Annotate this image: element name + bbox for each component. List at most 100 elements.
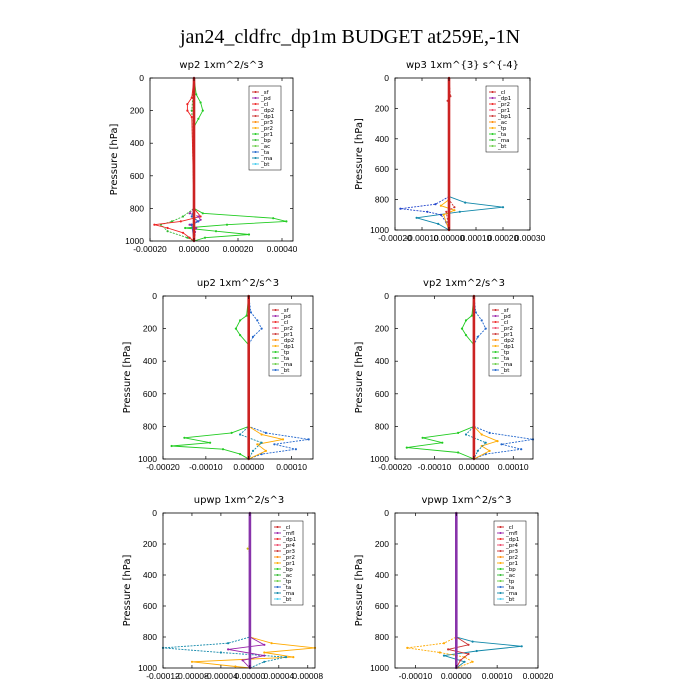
series-point — [234, 665, 237, 668]
x-tick-label: 0.00020 — [523, 671, 554, 681]
x-tick-label: -0.00010 — [189, 462, 223, 472]
x-tick-label: -0.00020 — [378, 233, 412, 243]
series-point — [225, 223, 229, 226]
legend-marker — [254, 121, 257, 123]
panel-6: vpwp 1xm^2/s^3 Pressure [hPa] 0 200 400 600 80… — [354, 495, 554, 681]
legend-marker — [276, 598, 279, 600]
panel-title: wp3 1xm^{3} s^{-4} — [406, 60, 519, 71]
series-point — [415, 216, 418, 219]
legend-marker — [276, 580, 279, 582]
y-tick-label: 800 — [375, 421, 389, 431]
series-point — [474, 311, 477, 314]
x-tick-label: 0.00000 — [434, 233, 465, 243]
x-tick-label: 0.00000 — [458, 462, 489, 472]
series-point — [281, 438, 285, 441]
series-point — [434, 203, 437, 206]
series-point — [438, 651, 441, 654]
y-tick-label: 200 — [143, 539, 157, 549]
panel-2: wp3 1xm^{3} s^{-4} Pressure [hPa] 0 200 400 6… — [354, 60, 546, 243]
series-point — [464, 319, 468, 322]
legend-marker — [499, 580, 502, 582]
legend-marker — [499, 556, 502, 558]
x-tick-label: -0.00004 — [204, 671, 238, 681]
legend-marker — [276, 568, 279, 570]
x-tick-label: 0.00000 — [441, 671, 472, 681]
series-point — [405, 446, 408, 449]
series-point — [230, 431, 233, 434]
series-point — [227, 642, 230, 645]
series-point — [488, 431, 491, 434]
plot-frame — [162, 512, 316, 669]
legend-entry: _dp1 — [505, 537, 519, 543]
legend-entry: _pr1 — [497, 108, 510, 114]
x-tick-label: -0.00020 — [146, 462, 180, 472]
legend-entry: _dp1 — [500, 344, 514, 350]
series-point — [463, 660, 466, 663]
series-point — [480, 433, 483, 436]
legend-entry: _pr1 — [260, 132, 273, 138]
series-point — [227, 648, 230, 651]
legend-entry: _ma — [260, 156, 272, 162]
legend-marker — [274, 357, 277, 359]
legend-marker — [276, 562, 279, 564]
series-point — [245, 314, 248, 317]
legend-entry: _pr1 — [505, 561, 518, 567]
x-tick-label: -0.00010 — [405, 233, 439, 243]
series-point — [453, 209, 456, 212]
y-tick-label: 0 — [152, 508, 157, 518]
series-point — [264, 431, 267, 434]
legend-marker — [494, 327, 497, 329]
legend-entry: _pr3 — [505, 549, 519, 555]
series-point — [471, 640, 474, 643]
series-line-tp — [400, 78, 450, 231]
legend-entry: _cl — [497, 90, 506, 96]
legend-entry: _tp — [500, 350, 510, 356]
legend-marker — [494, 369, 497, 371]
x-tick-label: 0.00040 — [267, 244, 298, 254]
series-point — [442, 654, 446, 657]
legend-entry: _ma — [282, 591, 294, 597]
legend-entry: _bp — [260, 138, 271, 144]
legend-marker — [274, 363, 277, 365]
x-tick-label: -0.00010 — [418, 462, 452, 472]
series-point — [464, 334, 468, 337]
y-tick-label: 600 — [375, 389, 389, 399]
y-tick-label: 0 — [384, 508, 389, 518]
series-point — [270, 642, 273, 645]
panel-title: up2 1xm^2/s^3 — [197, 278, 279, 289]
legend-entry: _mfl — [282, 531, 295, 537]
y-axis-label: Pressure [hPa] — [354, 118, 365, 190]
panel-title: upwp 1xm^2/s^3 — [194, 495, 284, 506]
legend-marker — [494, 357, 497, 359]
series-point — [484, 327, 487, 330]
series-point — [251, 449, 255, 452]
series-point — [273, 443, 276, 446]
x-tick-label: -0.00008 — [175, 671, 209, 681]
legend: _cl_dp1_pr2_pr1_bp1_ac_tp_ta_ma_bt — [485, 85, 519, 153]
legend-entry: _bt — [500, 368, 510, 374]
legend-marker — [254, 97, 257, 99]
y-tick-label: 400 — [375, 570, 389, 580]
series-point — [484, 441, 487, 444]
series-point — [457, 451, 460, 454]
legend-marker — [276, 550, 279, 552]
series-point — [480, 319, 483, 322]
series-point — [426, 210, 429, 213]
series-point — [442, 213, 445, 216]
panel-5: upwp 1xm^2/s^3 Pressure [hPa] 0 200 400 600 80… — [122, 495, 323, 681]
legend-entry: _pr3 — [282, 549, 296, 555]
series-point — [256, 443, 259, 446]
panel-title: vp2 1xm^2/s^3 — [423, 278, 505, 289]
legend-entry: _ta — [260, 150, 269, 156]
legend-entry: _ma — [497, 138, 509, 144]
series-point — [179, 220, 182, 223]
legend-marker — [499, 568, 502, 570]
legend-marker — [499, 532, 502, 534]
legend-entry: _cl — [260, 102, 269, 108]
panel-3: up2 1xm^2/s^3 Pressure [hPa] 0 200 400 600 800… — [122, 278, 314, 472]
series-line-dp2 — [171, 295, 250, 460]
legend-entry: _dp1 — [260, 114, 274, 120]
legend-marker — [276, 538, 279, 540]
legend-entry: _ta — [282, 585, 291, 591]
y-tick-label: 600 — [130, 171, 144, 181]
